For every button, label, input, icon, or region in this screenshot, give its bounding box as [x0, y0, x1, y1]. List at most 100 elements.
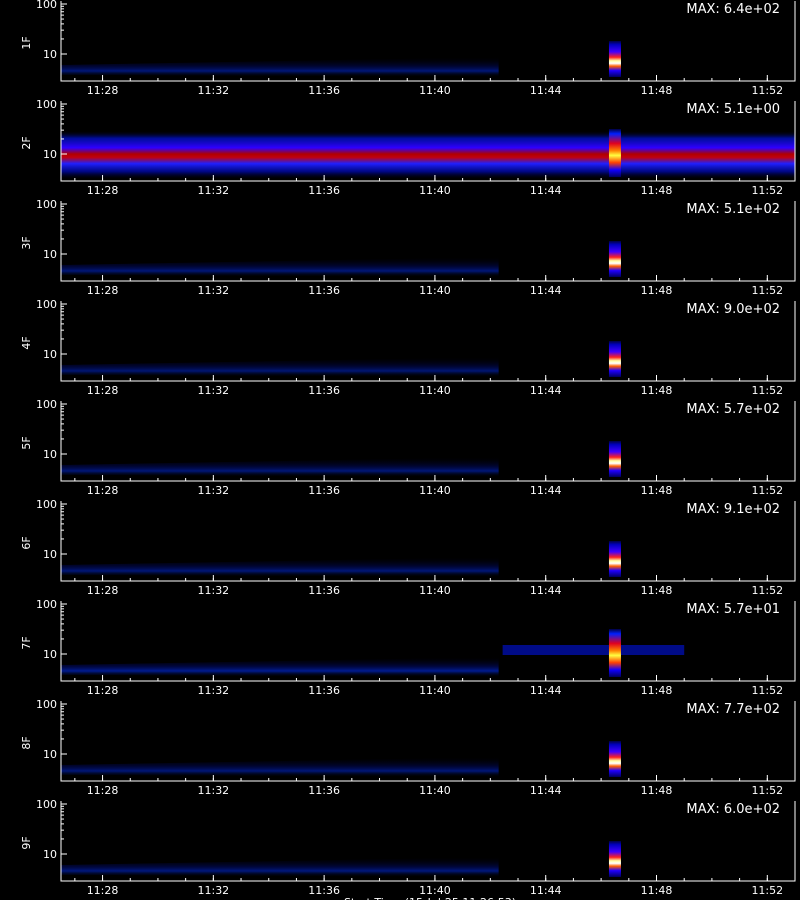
x-tick-label: 11:28: [87, 684, 119, 697]
x-tick-label: 11:32: [197, 884, 229, 897]
x-tick-label: 11:40: [419, 284, 451, 297]
x-tick-label: 11:32: [197, 384, 229, 397]
panel-5F: 100 10 11:28 11:32 11:36 11:40 11:44 11:48 11:52…: [20, 398, 796, 497]
x-tick-label: 11:44: [530, 284, 562, 297]
panel-label: 9F: [20, 836, 33, 849]
axis-frame: [60, 701, 796, 782]
x-tick-label: 11:36: [308, 784, 340, 797]
panel-label: 2F: [20, 136, 33, 149]
x-tick-label: 11:28: [87, 784, 119, 797]
panel-8F: 100 10 11:28 11:32 11:36 11:40 11:44 11:48 11:52…: [20, 698, 796, 797]
x-tick-label: 11:52: [751, 584, 783, 597]
x-tick-label: 11:52: [751, 284, 783, 297]
x-tick-label: 11:48: [641, 684, 673, 697]
x-tick-label: 11:44: [530, 884, 562, 897]
axis-frame: [60, 601, 796, 682]
y-tick-label: 100: [36, 98, 57, 111]
x-tick-label: 11:48: [641, 484, 673, 497]
panel-9F: 100 10 11:28 11:32 11:36 11:40 11:44 11:48 11:52…: [20, 798, 796, 897]
spectral-band: [61, 131, 795, 179]
spectral-band: [61, 757, 499, 777]
x-tick-label: 11:44: [530, 584, 562, 597]
y-tick-label: 100: [36, 0, 57, 11]
x-tick-label: 11:36: [308, 484, 340, 497]
burst-mark: [608, 341, 621, 377]
x-tick-label: 11:32: [197, 84, 229, 97]
y-tick-label: 100: [36, 298, 57, 311]
y-tick-label: 100: [36, 198, 57, 211]
panel-7F: 100 10 11:28 11:32 11:36 11:40 11:44 11:48 11:52…: [20, 598, 796, 697]
x-tick-label: 11:44: [530, 784, 562, 797]
x-tick-label: 11:32: [197, 484, 229, 497]
x-tick-label: 11:48: [641, 784, 673, 797]
max-label: MAX: 5.1e+02: [686, 202, 780, 217]
panel-3F: 100 10 11:28 11:32 11:36 11:40 11:44 11:48 11:52…: [20, 198, 796, 297]
y-tick-label: 100: [36, 698, 57, 711]
spectral-band: [61, 657, 499, 677]
panel-1F: 100 10 11:28 11:32 11:36 11:40 11:44 11:48 11:52…: [20, 0, 796, 97]
panel-label: 3F: [20, 236, 33, 249]
x-tick-label: 11:48: [641, 84, 673, 97]
max-label: MAX: 5.7e+01: [686, 602, 780, 617]
y-tick-label: 100: [36, 498, 57, 511]
y-tick-label: 10: [43, 448, 57, 461]
y-tick-label: 10: [43, 748, 57, 761]
x-tick-label: 11:44: [530, 684, 562, 697]
burst-mark: [608, 541, 621, 577]
spectral-band: [61, 357, 499, 377]
panel-label: 8F: [20, 736, 33, 749]
y-tick-label: 100: [36, 398, 57, 411]
x-tick-label: 11:36: [308, 84, 340, 97]
max-label: MAX: 9.0e+02: [686, 302, 780, 317]
y-tick-label: 10: [43, 148, 57, 161]
x-tick-label: 11:40: [419, 84, 451, 97]
x-tick-label: 11:32: [197, 784, 229, 797]
time-axis-caption: Start Time (15-Jul-25 11:26:53): [344, 896, 516, 900]
burst-mark: [608, 841, 621, 877]
x-tick-label: 11:36: [308, 884, 340, 897]
y-tick-label: 10: [43, 48, 57, 61]
x-tick-label: 11:36: [308, 584, 340, 597]
y-tick-label: 100: [36, 798, 57, 811]
x-tick-label: 11:44: [530, 184, 562, 197]
burst-mark: [608, 441, 621, 477]
burst-mark: [608, 741, 621, 777]
x-tick-label: 11:40: [419, 484, 451, 497]
panel-label: 1F: [20, 36, 33, 49]
max-label: MAX: 7.7e+02: [686, 702, 780, 717]
x-tick-label: 11:36: [308, 384, 340, 397]
burst-mark: [608, 241, 621, 277]
y-tick-label: 10: [43, 648, 57, 661]
spectral-band: [61, 857, 499, 877]
x-tick-label: 11:32: [197, 684, 229, 697]
x-tick-label: 11:28: [87, 284, 119, 297]
axis-frame: [60, 1, 796, 82]
axis-frame: [60, 201, 796, 282]
x-tick-label: 11:48: [641, 884, 673, 897]
x-tick-label: 11:32: [197, 184, 229, 197]
panel-4F: 100 10 11:28 11:32 11:36 11:40 11:44 11:48 11:52…: [20, 298, 796, 397]
x-tick-label: 11:52: [751, 884, 783, 897]
x-tick-label: 11:36: [308, 284, 340, 297]
axis-frame: [60, 101, 796, 182]
max-label: MAX: 9.1e+02: [686, 502, 780, 517]
spectral-band: [61, 557, 499, 577]
x-tick-label: 11:44: [530, 84, 562, 97]
x-tick-label: 11:48: [641, 584, 673, 597]
x-tick-label: 11:36: [308, 684, 340, 697]
x-tick-label: 11:40: [419, 584, 451, 597]
y-tick-label: 10: [43, 548, 57, 561]
panel-label: 6F: [20, 536, 33, 549]
panel-6F: 100 10 11:28 11:32 11:36 11:40 11:44 11:48 11:52…: [20, 498, 796, 597]
x-tick-label: 11:32: [197, 584, 229, 597]
panel-label: 4F: [20, 336, 33, 349]
y-tick-label: 100: [36, 598, 57, 611]
burst-mark: [608, 41, 621, 77]
axis-frame: [60, 301, 796, 382]
x-tick-label: 11:28: [87, 884, 119, 897]
x-tick-label: 11:44: [530, 484, 562, 497]
x-tick-label: 11:28: [87, 184, 119, 197]
y-tick-label: 10: [43, 848, 57, 861]
post-gap-band: [502, 645, 685, 655]
